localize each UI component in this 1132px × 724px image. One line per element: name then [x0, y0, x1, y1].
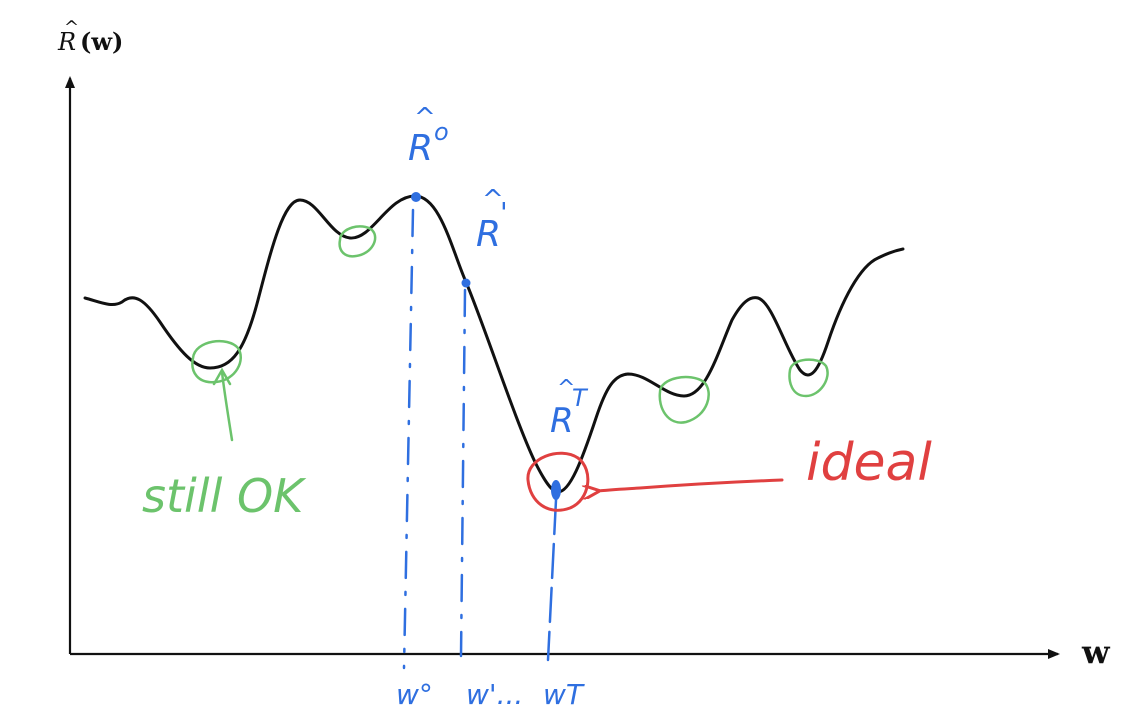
r0-sup: o: [434, 118, 449, 146]
rT-label: ^ R T: [550, 376, 589, 441]
y-label-args: (w): [80, 27, 123, 56]
ideal-label: ideal: [806, 433, 932, 493]
iterate-point-0: [411, 192, 421, 202]
local-min-circle-4: [788, 358, 829, 398]
r0-label: ^ R o: [408, 103, 449, 169]
y-axis-label: ^ R (w): [57, 17, 123, 56]
iterate-point-1: [461, 278, 471, 288]
tick-w0: w°: [396, 678, 433, 711]
tick-w1: w'...: [466, 678, 523, 711]
still-ok-pointer: [220, 370, 234, 442]
local-min-circle-2: [338, 225, 377, 258]
rT-sup: T: [572, 384, 589, 412]
local-min-circle-3: [658, 375, 710, 424]
drop-line-w0: [402, 208, 415, 670]
drop-line-w1: [459, 288, 467, 658]
drop-line-wT: [546, 498, 558, 662]
x-axis-label: w: [1081, 633, 1111, 671]
rT-hat: ^: [557, 376, 575, 401]
still-ok-label: still OK: [142, 469, 307, 523]
y-label-hat: ^: [64, 17, 79, 38]
r1-base: R: [476, 214, 501, 255]
r0-hat: ^: [414, 103, 436, 133]
r1-sup: ': [500, 196, 508, 229]
ideal-arrow: [598, 478, 784, 491]
y-label-R: R: [57, 28, 76, 56]
r1-hat: ^: [482, 185, 504, 215]
tick-wT: wT: [543, 678, 585, 711]
still-ok-pointer-tip: [212, 367, 232, 386]
local-min-circle-1: [191, 340, 242, 384]
rT-base: R: [550, 401, 574, 441]
r0-base: R: [408, 128, 433, 169]
r1-label: ^ R ': [476, 185, 508, 255]
iterate-point-T: [551, 480, 561, 500]
loss-curve: [83, 194, 905, 494]
